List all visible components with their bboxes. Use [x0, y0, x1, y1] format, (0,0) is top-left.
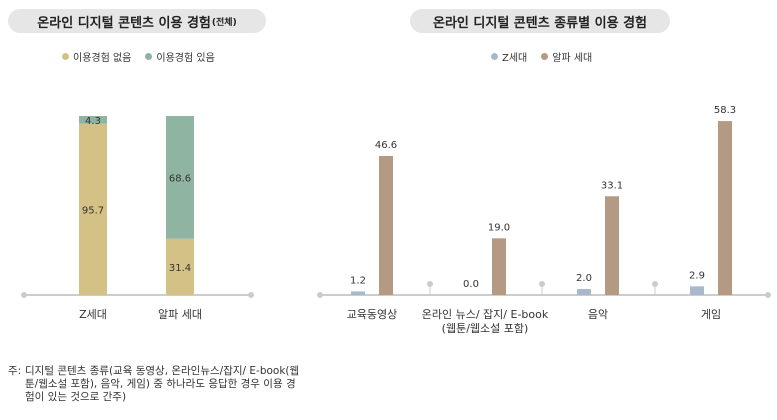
- data-label-alpha-no-experience: 31.4: [169, 263, 191, 274]
- footnote-label: 주:: [8, 365, 22, 377]
- left-legend: 이용경험 없음 이용경험 있음: [62, 49, 229, 64]
- x-tick-label-education-video: 교육동영상: [347, 308, 398, 321]
- legend-swatch-alpha-generation: [541, 53, 549, 60]
- right-chart-title-text: 온라인 디지털 콘텐츠 종류별 이용 경험: [433, 15, 647, 31]
- bar-music-z: [577, 289, 591, 295]
- stacked-bar-z-no-experience: [79, 123, 107, 296]
- stacked-bar-alpha-no-experience: [166, 238, 194, 295]
- right-legend: Z세대 알파 세대: [491, 49, 606, 64]
- left-x-axis-end-dot: [248, 292, 254, 298]
- x-tick-label-z-generation: Z세대: [79, 308, 107, 321]
- right-x-axis-end-dot: [765, 292, 771, 298]
- x-tick-label-online-news: 온라인 뉴스/ 잡지/ E-book: [422, 308, 549, 321]
- data-label-z-no-experience: 95.7: [82, 205, 104, 216]
- left-chart-title-suffix: (전체): [211, 17, 237, 28]
- left-x-axis-start-dot: [21, 292, 27, 298]
- left-chart-title-text: 온라인 디지털 콘텐츠 이용 경험: [37, 15, 211, 31]
- stacked-bar-alpha-experience: [166, 116, 194, 239]
- category-separator-dot-2: [539, 281, 545, 287]
- legend-swatch-no-experience: [62, 53, 69, 60]
- data-label-online-news-z: 0.0: [463, 279, 479, 290]
- right-x-axis-start-dot: [317, 292, 323, 298]
- x-tick-label-music: 음악: [588, 308, 608, 321]
- bar-music-alpha: [605, 196, 619, 295]
- x-tick-label-game: 게임: [701, 308, 721, 321]
- left-chart-title: 온라인 디지털 콘텐츠 이용 경험 (전체): [8, 9, 266, 33]
- legend-item-z-generation: Z세대: [491, 49, 527, 64]
- footnote-text: 디지털 콘텐츠 종류(교육 동영상, 온라인뉴스/잡지/ E-book(웹툰/웹…: [25, 365, 300, 403]
- data-label-education-video-z: 1.2: [350, 275, 366, 286]
- legend-label-experience: 이용경험 있음: [156, 53, 215, 64]
- bar-game-alpha: [718, 121, 732, 296]
- bar-education-video-z: [351, 291, 365, 295]
- category-separator-dot-1: [427, 281, 433, 287]
- data-label-z-experience: 4.3: [85, 116, 101, 127]
- legend-label-z-generation: Z세대: [502, 53, 528, 64]
- legend-item-no-experience: 이용경험 없음: [62, 49, 131, 64]
- legend-item-experience: 이용경험 있음: [145, 49, 215, 64]
- legend-label-no-experience: 이용경험 없음: [73, 53, 132, 64]
- data-label-education-video-alpha: 46.6: [375, 140, 397, 151]
- data-label-music-alpha: 33.1: [601, 180, 623, 191]
- legend-swatch-z-generation: [491, 53, 498, 60]
- data-label-music-z: 2.0: [576, 273, 592, 284]
- legend-swatch-experience: [145, 53, 153, 60]
- bar-game-z: [690, 286, 704, 295]
- stacked-bar-z-experience: [79, 116, 107, 124]
- x-tick-label-alpha-generation: 알파 세대: [158, 307, 202, 321]
- category-separator-dot-3: [652, 281, 658, 287]
- legend-label-alpha-generation: 알파 세대: [552, 53, 593, 64]
- bar-education-video-alpha: [379, 155, 393, 295]
- x-tick-label-online-news-line2: (웹툰/웹소설 포함): [442, 322, 529, 335]
- data-label-alpha-experience: 68.6: [169, 173, 191, 184]
- data-label-game-alpha: 58.3: [714, 105, 736, 116]
- data-label-online-news-alpha: 19.0: [488, 222, 510, 233]
- right-chart-title: 온라인 디지털 콘텐츠 종류별 이용 경험: [410, 9, 670, 33]
- bar-online-news-alpha: [492, 238, 506, 295]
- legend-item-alpha-generation: 알파 세대: [541, 49, 592, 64]
- data-label-game-z: 2.9: [689, 270, 705, 281]
